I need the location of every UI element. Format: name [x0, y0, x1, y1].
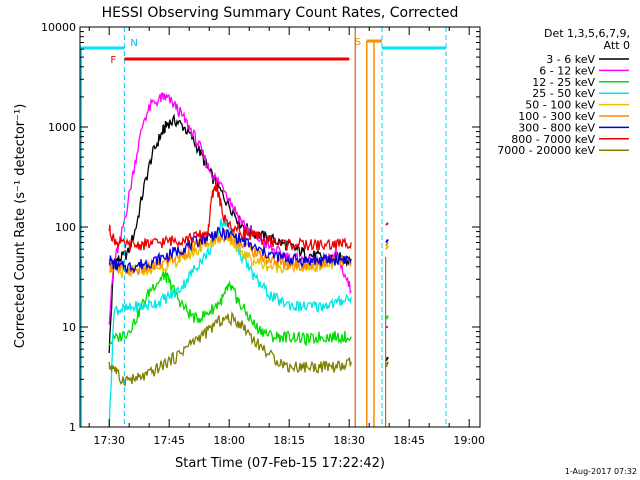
- legend-label-0: 3 - 6 keV: [546, 53, 595, 66]
- plot-series-group: [108, 92, 389, 427]
- legend-title-line1: Det 1,3,5,6,7,9,: [544, 27, 630, 40]
- axes: 1 10 100 1000 10000 17:30 17:45 18:00 18:15 18:30…: [41, 21, 485, 447]
- night-label: N: [130, 38, 137, 49]
- x-tick-label-5: 18:45: [393, 434, 425, 447]
- post-saa-segment-7: [385, 222, 389, 226]
- legend-label-3: 25 - 50 keV: [532, 87, 595, 100]
- series-line-2: [108, 270, 352, 347]
- post-saa-segment-0: [385, 356, 389, 362]
- series-line-6: [108, 226, 352, 274]
- legend-label-5: 100 - 300 keV: [518, 110, 595, 123]
- series-line-1: [108, 92, 352, 325]
- legend-label-7: 800 - 7000 keV: [511, 133, 595, 146]
- legend-label-6: 300 - 800 keV: [518, 121, 595, 134]
- timestamp: 1-Aug-2017 07:32: [565, 467, 637, 476]
- post-saa-segment-5: [385, 241, 389, 247]
- x-tick-label-2: 18:00: [213, 434, 245, 447]
- x-tick-label-3: 18:15: [273, 434, 305, 447]
- series-line-8: [108, 310, 352, 387]
- legend-label-2: 12 - 25 keV: [532, 76, 595, 89]
- series-line-7: [108, 179, 352, 252]
- post-saa-segment-2: [385, 315, 389, 320]
- post-saa-segment-6: [385, 238, 389, 244]
- legend-title-line2: Att 0: [604, 39, 630, 52]
- y-tick-label-1: 10: [62, 321, 76, 334]
- legend-label-4: 50 - 100 keV: [525, 99, 595, 112]
- post-saa-segment-4: [385, 245, 389, 250]
- x-axis-label: Start Time (07-Feb-15 17:22:42): [175, 456, 385, 471]
- legend-label-8: 7000 - 20000 keV: [497, 144, 595, 157]
- y-tick-label-2: 100: [55, 221, 76, 234]
- chart-title: HESSI Observing Summary Count Rates, Cor…: [102, 5, 459, 21]
- x-tick-label-1: 17:45: [153, 434, 185, 447]
- y-tick-label-4: 10000: [41, 21, 76, 34]
- post-saa-segment-8: [385, 361, 389, 368]
- flare-label: F: [110, 55, 116, 66]
- y-tick-label-0: 1: [69, 421, 76, 434]
- plot-area: [108, 92, 389, 427]
- saa-label: S: [355, 37, 361, 48]
- x-tick-label-4: 18:30: [333, 434, 365, 447]
- legend-label-1: 6 - 12 keV: [539, 64, 595, 77]
- y-tick-label-3: 1000: [48, 121, 76, 134]
- y-axis-label: Corrected Count Rate (s⁻¹ detector⁻¹): [13, 104, 28, 349]
- x-tick-label-0: 17:30: [93, 434, 125, 447]
- x-tick-label-6: 19:00: [453, 434, 485, 447]
